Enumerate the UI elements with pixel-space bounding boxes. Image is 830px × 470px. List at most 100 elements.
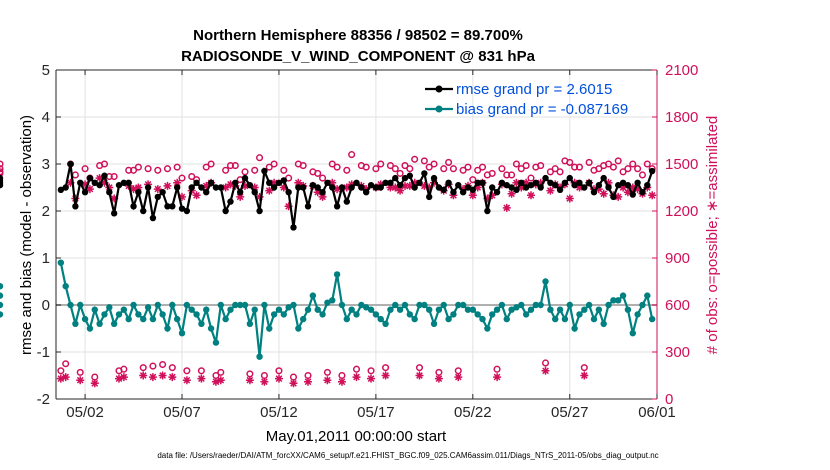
bias-point [372, 311, 380, 318]
rmse-point [595, 181, 603, 189]
obs-possible-point [100, 160, 109, 168]
rmse-point [493, 189, 501, 196]
rmse-point [222, 207, 229, 215]
obs-possible-point [197, 367, 205, 375]
rmse-point [542, 174, 549, 182]
obs-assimilated-point [527, 191, 535, 200]
rmse-point [566, 174, 573, 182]
obs-possible-point [343, 166, 351, 174]
obs-assimilated-point [255, 192, 264, 201]
obs-possible-point [537, 162, 545, 170]
rmse-point [489, 184, 496, 191]
obs-possible-point [256, 154, 264, 162]
bias-point [110, 320, 118, 327]
bias-point [62, 283, 69, 290]
obs-assimilated-point [425, 183, 434, 192]
rmse-point [406, 172, 414, 179]
obs-possible-point [604, 160, 613, 168]
bias-point [81, 315, 89, 323]
bias-point [159, 311, 166, 318]
obs-possible-point [241, 168, 249, 176]
obs-assimilated-point [81, 180, 90, 189]
rmse-point [329, 184, 336, 191]
obs-assimilated-point [115, 374, 123, 383]
rmse-point [484, 207, 491, 215]
bias-point [270, 311, 278, 318]
bias-point [479, 315, 486, 323]
rmse-point [508, 184, 515, 191]
obs-possible-point [585, 158, 593, 166]
rmse-point [518, 179, 525, 186]
bias-point [212, 339, 220, 346]
bias-point [266, 325, 273, 332]
rmse-point [610, 193, 617, 201]
obs-possible-point [231, 162, 239, 170]
rmse-point [474, 179, 481, 186]
obs-assimilated-point [473, 183, 482, 192]
bias-point [377, 315, 384, 323]
obs-possible-point [571, 163, 579, 171]
obs-possible-point [469, 176, 477, 184]
obs-assimilated-point [313, 188, 322, 197]
obs-assimilated-point [468, 191, 477, 200]
bias-point [581, 306, 588, 313]
bias-point [537, 301, 544, 309]
obs-assimilated-point [633, 185, 642, 194]
bias-point [595, 306, 603, 313]
rmse-point [648, 167, 656, 175]
rmse-point [207, 179, 215, 186]
bias-point [348, 306, 355, 313]
rmse-point [236, 189, 244, 196]
obs-assimilated-point [415, 371, 424, 380]
bias-point [246, 320, 254, 327]
obs-possible-point [609, 163, 617, 171]
rmse-point [67, 160, 74, 168]
obs-assimilated-point [338, 377, 346, 386]
bias-point [634, 311, 641, 318]
obs-assimilated-point [323, 376, 332, 385]
obs-possible-point [265, 163, 273, 171]
obs-possible-point [154, 166, 162, 174]
obs-assimilated-point [430, 178, 438, 187]
rmse-point [261, 167, 268, 175]
obs-assimilated-point [517, 183, 526, 192]
obs-possible-point [125, 166, 133, 174]
obs-assimilated-point [396, 186, 405, 195]
obs-possible-point [57, 367, 65, 375]
bias-point [561, 315, 569, 323]
bias-point [401, 301, 409, 309]
obs-possible-point [551, 165, 559, 173]
bias-point [426, 306, 433, 313]
bias-point [396, 306, 404, 313]
bias-point [498, 301, 506, 309]
bias-point [77, 301, 84, 309]
bias-point [605, 301, 612, 309]
rmse-point [62, 184, 69, 191]
obs-possible-point [352, 365, 361, 373]
obs-possible-point [464, 163, 472, 171]
obs-possible-point [508, 171, 516, 179]
obs-assimilated-point [139, 371, 148, 380]
obs-assimilated-point [95, 174, 104, 183]
bias-point [411, 315, 418, 323]
obs-assimilated-point [604, 178, 613, 187]
obs-possible-point [474, 166, 482, 174]
obs-possible-point [314, 169, 322, 177]
rmse-point [644, 181, 651, 189]
obs-assimilated-point [100, 178, 109, 187]
y2-tick-label: 1500 [665, 156, 698, 173]
rmse-point [270, 184, 278, 191]
rmse-point [459, 189, 467, 196]
obs-possible-point [328, 160, 336, 168]
rmse-point [445, 179, 452, 186]
obs-possible-point [401, 162, 409, 170]
bias-point [324, 299, 331, 306]
obs-assimilated-point [284, 202, 293, 211]
rmse-point [110, 210, 118, 217]
bias-point [57, 259, 65, 266]
obs-possible-point [488, 169, 496, 177]
obs-possible-point [217, 368, 225, 376]
obs-assimilated-point [289, 379, 298, 388]
y-tick-label: 4 [42, 109, 50, 126]
